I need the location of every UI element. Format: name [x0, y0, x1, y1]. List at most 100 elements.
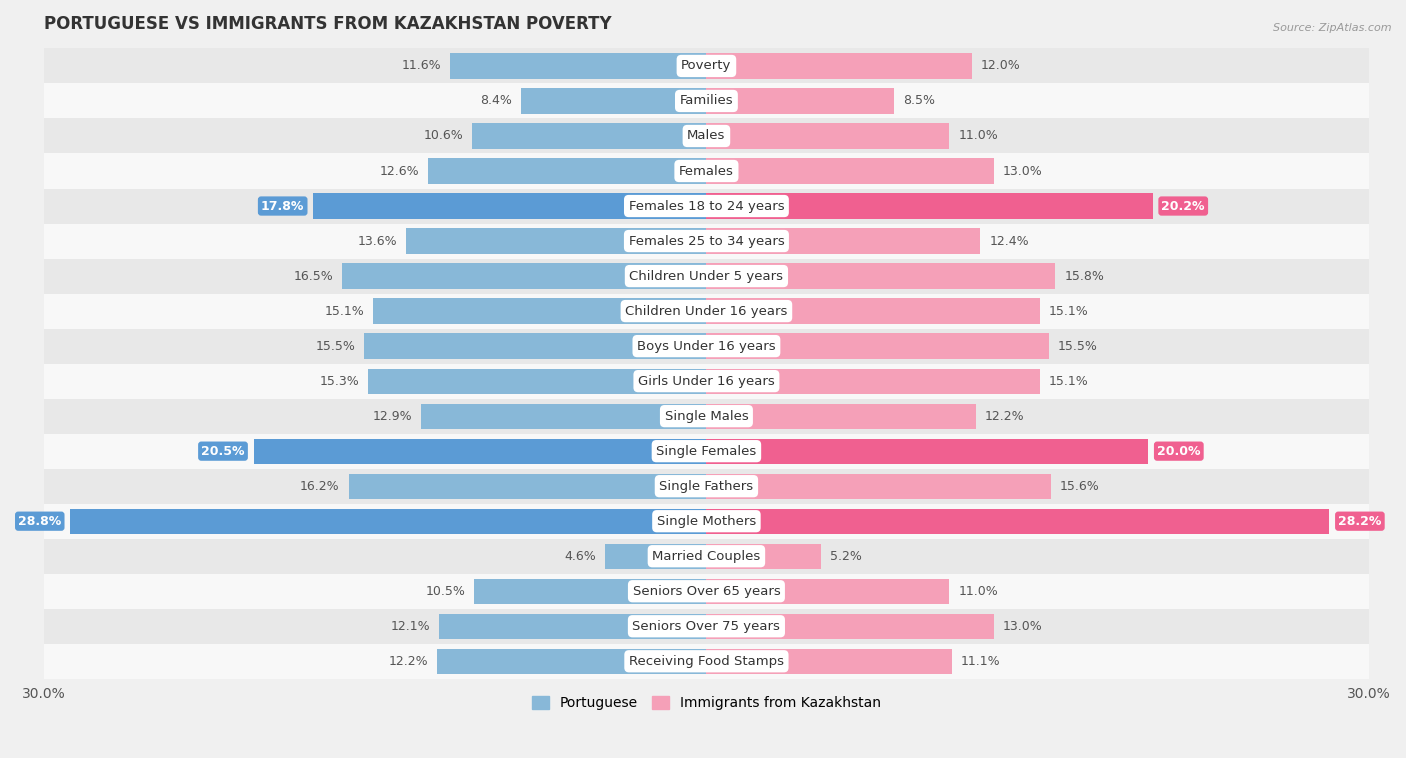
Text: Single Fathers: Single Fathers [659, 480, 754, 493]
Text: 28.2%: 28.2% [1339, 515, 1382, 528]
Legend: Portuguese, Immigrants from Kazakhstan: Portuguese, Immigrants from Kazakhstan [527, 691, 886, 716]
Bar [44, 224, 1369, 258]
Text: 12.2%: 12.2% [388, 655, 427, 668]
Bar [44, 293, 1369, 328]
Text: 13.6%: 13.6% [357, 234, 396, 248]
Bar [450, 53, 706, 79]
Text: 12.2%: 12.2% [984, 409, 1025, 423]
Bar [44, 189, 1369, 224]
Bar [44, 468, 1369, 503]
Bar [44, 328, 1369, 364]
Text: Children Under 16 years: Children Under 16 years [626, 305, 787, 318]
Text: Poverty: Poverty [682, 59, 731, 73]
Text: 20.0%: 20.0% [1157, 445, 1201, 458]
Bar [706, 53, 972, 79]
Text: Girls Under 16 years: Girls Under 16 years [638, 374, 775, 387]
Bar [706, 649, 952, 674]
Bar [364, 334, 706, 359]
Text: Seniors Over 75 years: Seniors Over 75 years [633, 620, 780, 633]
Text: 15.8%: 15.8% [1064, 270, 1104, 283]
Bar [706, 89, 894, 114]
Text: 12.9%: 12.9% [373, 409, 412, 423]
Text: 11.0%: 11.0% [959, 584, 998, 598]
Text: Children Under 5 years: Children Under 5 years [630, 270, 783, 283]
Bar [706, 299, 1040, 324]
Text: Boys Under 16 years: Boys Under 16 years [637, 340, 776, 352]
Bar [706, 228, 980, 254]
Text: 8.5%: 8.5% [903, 95, 935, 108]
Text: 20.2%: 20.2% [1161, 199, 1205, 212]
Bar [44, 574, 1369, 609]
Bar [44, 83, 1369, 118]
Bar [427, 158, 706, 183]
Bar [314, 193, 706, 218]
Text: Males: Males [688, 130, 725, 143]
Text: 8.4%: 8.4% [481, 95, 512, 108]
Bar [706, 158, 994, 183]
Bar [706, 614, 994, 639]
Text: 15.1%: 15.1% [325, 305, 364, 318]
Text: 15.3%: 15.3% [319, 374, 360, 387]
Bar [605, 543, 706, 568]
Bar [253, 439, 706, 464]
Text: 15.1%: 15.1% [1049, 305, 1088, 318]
Bar [706, 543, 821, 568]
Bar [70, 509, 706, 534]
Bar [44, 258, 1369, 293]
Text: Source: ZipAtlas.com: Source: ZipAtlas.com [1274, 23, 1392, 33]
Bar [472, 124, 706, 149]
Text: 16.5%: 16.5% [294, 270, 333, 283]
Text: Families: Families [679, 95, 734, 108]
Bar [406, 228, 706, 254]
Text: 17.8%: 17.8% [262, 199, 304, 212]
Text: Single Males: Single Males [665, 409, 748, 423]
Bar [44, 364, 1369, 399]
Text: Receiving Food Stamps: Receiving Food Stamps [628, 655, 785, 668]
Text: 16.2%: 16.2% [299, 480, 340, 493]
Text: 12.6%: 12.6% [380, 164, 419, 177]
Bar [44, 399, 1369, 434]
Text: 20.5%: 20.5% [201, 445, 245, 458]
Bar [44, 503, 1369, 539]
Text: Seniors Over 65 years: Seniors Over 65 years [633, 584, 780, 598]
Bar [706, 474, 1052, 499]
Text: Single Females: Single Females [657, 445, 756, 458]
Bar [474, 578, 706, 604]
Text: Married Couples: Married Couples [652, 550, 761, 562]
Bar [373, 299, 706, 324]
Text: 4.6%: 4.6% [564, 550, 596, 562]
Bar [44, 434, 1369, 468]
Bar [706, 403, 976, 429]
Bar [706, 124, 949, 149]
Bar [437, 649, 706, 674]
Text: 13.0%: 13.0% [1002, 620, 1042, 633]
Text: PORTUGUESE VS IMMIGRANTS FROM KAZAKHSTAN POVERTY: PORTUGUESE VS IMMIGRANTS FROM KAZAKHSTAN… [44, 15, 612, 33]
Bar [422, 403, 706, 429]
Text: 15.1%: 15.1% [1049, 374, 1088, 387]
Bar [706, 368, 1040, 393]
Text: 10.5%: 10.5% [426, 584, 465, 598]
Bar [44, 609, 1369, 644]
Bar [706, 509, 1329, 534]
Bar [520, 89, 706, 114]
Bar [706, 334, 1049, 359]
Bar [349, 474, 706, 499]
Text: Single Mothers: Single Mothers [657, 515, 756, 528]
Text: Females 25 to 34 years: Females 25 to 34 years [628, 234, 785, 248]
Text: 5.2%: 5.2% [830, 550, 862, 562]
Bar [706, 264, 1056, 289]
Bar [706, 439, 1149, 464]
Text: 12.4%: 12.4% [990, 234, 1029, 248]
Bar [342, 264, 706, 289]
Text: 28.8%: 28.8% [18, 515, 62, 528]
Text: Females 18 to 24 years: Females 18 to 24 years [628, 199, 785, 212]
Bar [439, 614, 706, 639]
Bar [368, 368, 706, 393]
Text: 12.0%: 12.0% [980, 59, 1021, 73]
Text: 12.1%: 12.1% [391, 620, 430, 633]
Text: 11.6%: 11.6% [402, 59, 441, 73]
Text: 11.0%: 11.0% [959, 130, 998, 143]
Text: 10.6%: 10.6% [423, 130, 464, 143]
Bar [706, 578, 949, 604]
Bar [44, 154, 1369, 189]
